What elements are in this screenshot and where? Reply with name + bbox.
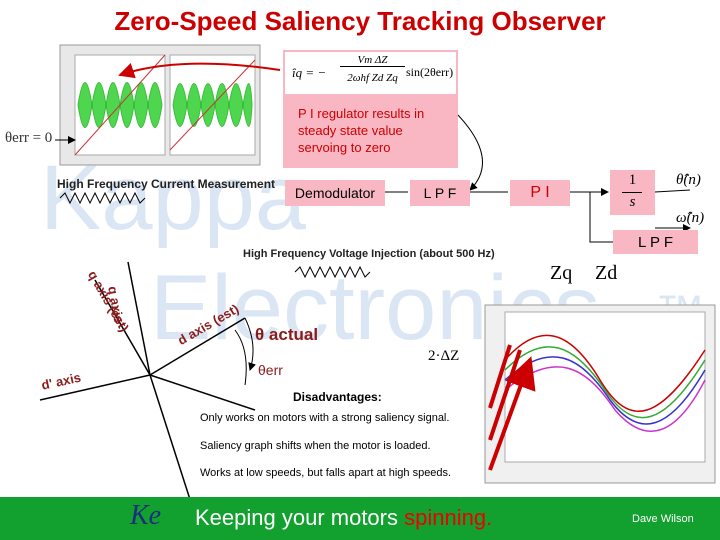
formula-lhs: îq = −	[292, 65, 327, 80]
integrator-num: 1	[628, 172, 637, 188]
slogan-emphasis: spinning.	[404, 505, 493, 530]
disadvantage: Works at low speeds, but falls apart at …	[200, 467, 452, 479]
injection-label: High Frequency Voltage Injection (about …	[243, 248, 495, 260]
footer-band	[0, 497, 720, 540]
zq-label: Zq	[550, 262, 573, 284]
fraction-bar	[622, 192, 642, 193]
disadvantage: Only works on motors with a strong salie…	[200, 412, 450, 424]
demodulator-block: Demodulator	[285, 180, 385, 206]
integrator-den: s	[629, 194, 636, 210]
formula-box	[285, 52, 456, 94]
slide-title: Zero-Speed Saliency Tracking Observer	[114, 6, 606, 36]
footer-author: Dave Wilson	[632, 513, 694, 525]
zd-label: Zd	[595, 262, 618, 284]
theta-output: θ̂(n)	[676, 172, 701, 188]
footer-slogan: Keeping your motors spinning.	[195, 505, 492, 531]
theta-err: θerr	[258, 362, 283, 378]
slogan: Keeping your motors	[195, 505, 398, 530]
disadvantage: Saliency graph shifts when the motor is …	[200, 440, 431, 452]
formula-numerator: Vm ΔZ	[340, 54, 405, 67]
disadvantages-heading: Disadvantages:	[293, 390, 382, 404]
lpf2-block: L P F	[613, 230, 698, 254]
omega-output: ω̂(n)	[676, 210, 705, 226]
pi-note: P I regulator results in steady state va…	[298, 106, 425, 155]
formula-tail: sin(2θerr)	[406, 65, 454, 79]
current-label: High Frequency Current Measurement	[57, 177, 276, 191]
theta-actual: θ actual	[255, 325, 319, 344]
pi-block: P I	[510, 180, 570, 206]
footer-logo: Ke	[130, 500, 162, 531]
formula-denominator: 2ωhf Zd Zq	[347, 72, 398, 84]
theta-err-zero: θerr = 0	[5, 130, 53, 146]
watermark: Kappa	[40, 147, 307, 249]
delta-z-label: 2·ΔZ	[428, 348, 460, 364]
lpf-block: L P F	[410, 180, 470, 206]
